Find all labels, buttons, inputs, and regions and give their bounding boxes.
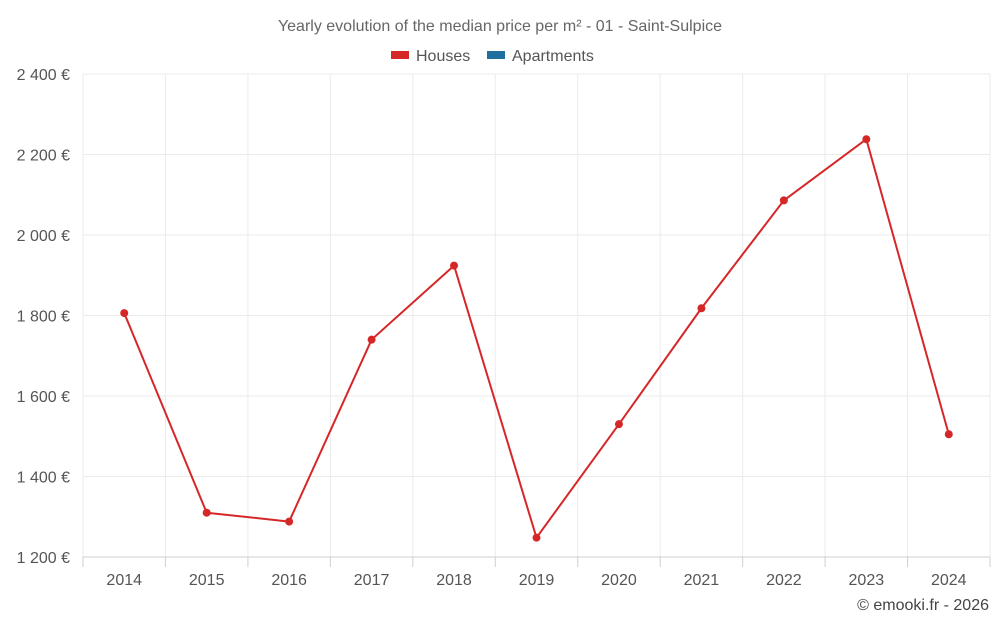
data-point-2017[interactable] — [367, 335, 376, 344]
x-axis: 2014 2015 2016 2017 2018 2019 2020 2021 2022 2023… — [82, 556, 991, 589]
data-point-2016[interactable] — [285, 517, 294, 526]
x-tick-label: 2017 — [354, 572, 390, 589]
data-point-2022[interactable] — [779, 196, 788, 205]
x-tick-label: 2022 — [766, 572, 802, 589]
legend-swatch-houses[interactable] — [391, 51, 409, 59]
legend-label-houses[interactable]: Houses — [416, 48, 470, 65]
x-tick-label: 2019 — [519, 572, 555, 589]
y-tick-label: 2 000 € — [17, 228, 70, 245]
x-tick-label: 2023 — [849, 572, 885, 589]
data-point-2021[interactable] — [697, 304, 706, 313]
x-tick-label: 2021 — [684, 572, 720, 589]
data-point-2014[interactable] — [120, 309, 129, 318]
y-tick-label: 1 800 € — [17, 309, 70, 326]
chart-title: Yearly evolution of the median price per… — [278, 18, 722, 35]
data-point-2024[interactable] — [944, 430, 953, 439]
y-axis: 1 200 € 1 400 € 1 600 € 1 800 € 2 000 € 2 200… — [17, 67, 70, 567]
legend-label-apartments[interactable]: Apartments — [512, 48, 594, 65]
data-point-2018[interactable] — [450, 261, 459, 270]
x-tick-label: 2016 — [271, 572, 307, 589]
series-houses — [120, 135, 953, 542]
x-tick-label: 2018 — [436, 572, 472, 589]
credit-text: © emooki.fr - 2026 — [857, 597, 989, 614]
legend[interactable]: Houses Apartments — [391, 48, 594, 65]
y-tick-label: 1 600 € — [17, 389, 70, 406]
data-point-2019[interactable] — [532, 533, 541, 542]
data-point-2015[interactable] — [202, 508, 211, 517]
legend-swatch-apartments[interactable] — [487, 51, 505, 59]
gridlines — [82, 73, 991, 558]
y-tick-label: 2 200 € — [17, 148, 70, 165]
y-tick-label: 2 400 € — [17, 67, 70, 84]
data-point-2023[interactable] — [862, 135, 871, 144]
data-point-2020[interactable] — [614, 420, 623, 429]
x-tick-label: 2020 — [601, 572, 637, 589]
x-tick-label: 2024 — [931, 572, 967, 589]
y-tick-label: 1 400 € — [17, 470, 70, 487]
x-tick-label: 2014 — [106, 572, 142, 589]
y-tick-label: 1 200 € — [17, 550, 70, 567]
x-tick-label: 2015 — [189, 572, 225, 589]
